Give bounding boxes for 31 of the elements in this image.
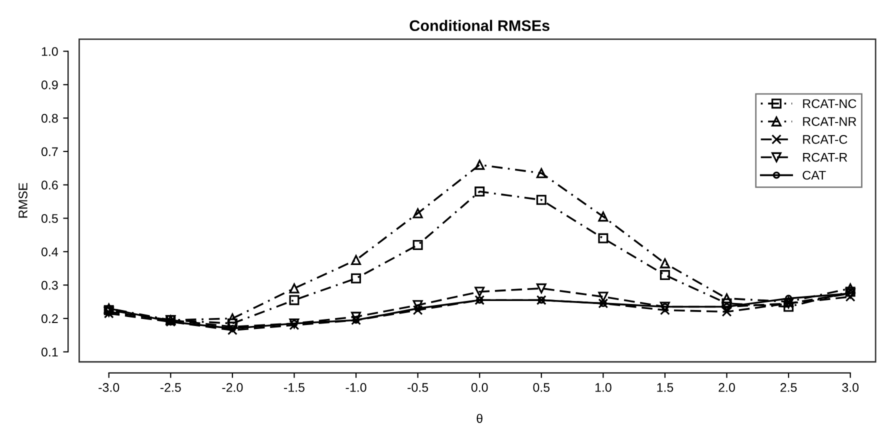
y-tick-label: 0.4 xyxy=(41,247,58,256)
y-tick-label: 0.5 xyxy=(41,214,58,223)
x-tick-label: 1.5 xyxy=(657,383,674,392)
y-tick-label: 1.0 xyxy=(42,47,58,56)
x-tick-label: -1.5 xyxy=(284,383,304,392)
x-tick-label: -3.0 xyxy=(98,383,120,392)
y-tick-label: 0.3 xyxy=(41,280,58,290)
x-tick-label: -0.5 xyxy=(408,383,428,392)
x-tick-label: 3.0 xyxy=(842,383,859,392)
legend-label: RCAT-C xyxy=(803,135,848,144)
x-tick-label: -2.5 xyxy=(160,383,181,392)
y-tick-label: 0.8 xyxy=(41,114,58,123)
x-tick-label: 0.0 xyxy=(471,383,488,392)
x-tick-label: 2.0 xyxy=(718,383,735,392)
legend-label: RCAT-NR xyxy=(803,117,856,126)
y-tick-label: 0.1 xyxy=(41,348,58,357)
legend-label: RCAT-R xyxy=(803,152,848,162)
y-tick-label: 0.7 xyxy=(41,147,58,156)
y-tick-label: 0.6 xyxy=(41,180,58,190)
legend-label: CAT xyxy=(802,170,826,180)
legend-label: RCAT-NC xyxy=(803,99,856,108)
y-axis-title: RMSE xyxy=(18,183,28,218)
x-tick-label: -1.0 xyxy=(346,383,366,392)
y-tick-label: 0.9 xyxy=(41,80,58,90)
chart-title: Conditional RMSEs xyxy=(410,20,550,32)
x-tick-label: 1.0 xyxy=(595,383,612,392)
x-axis-title: θ xyxy=(476,414,482,423)
y-tick-label: 0.2 xyxy=(41,314,58,324)
x-tick-label: 2.5 xyxy=(780,383,797,392)
x-tick-label: 0.5 xyxy=(533,383,550,392)
x-tick-label: -2.0 xyxy=(222,383,243,392)
